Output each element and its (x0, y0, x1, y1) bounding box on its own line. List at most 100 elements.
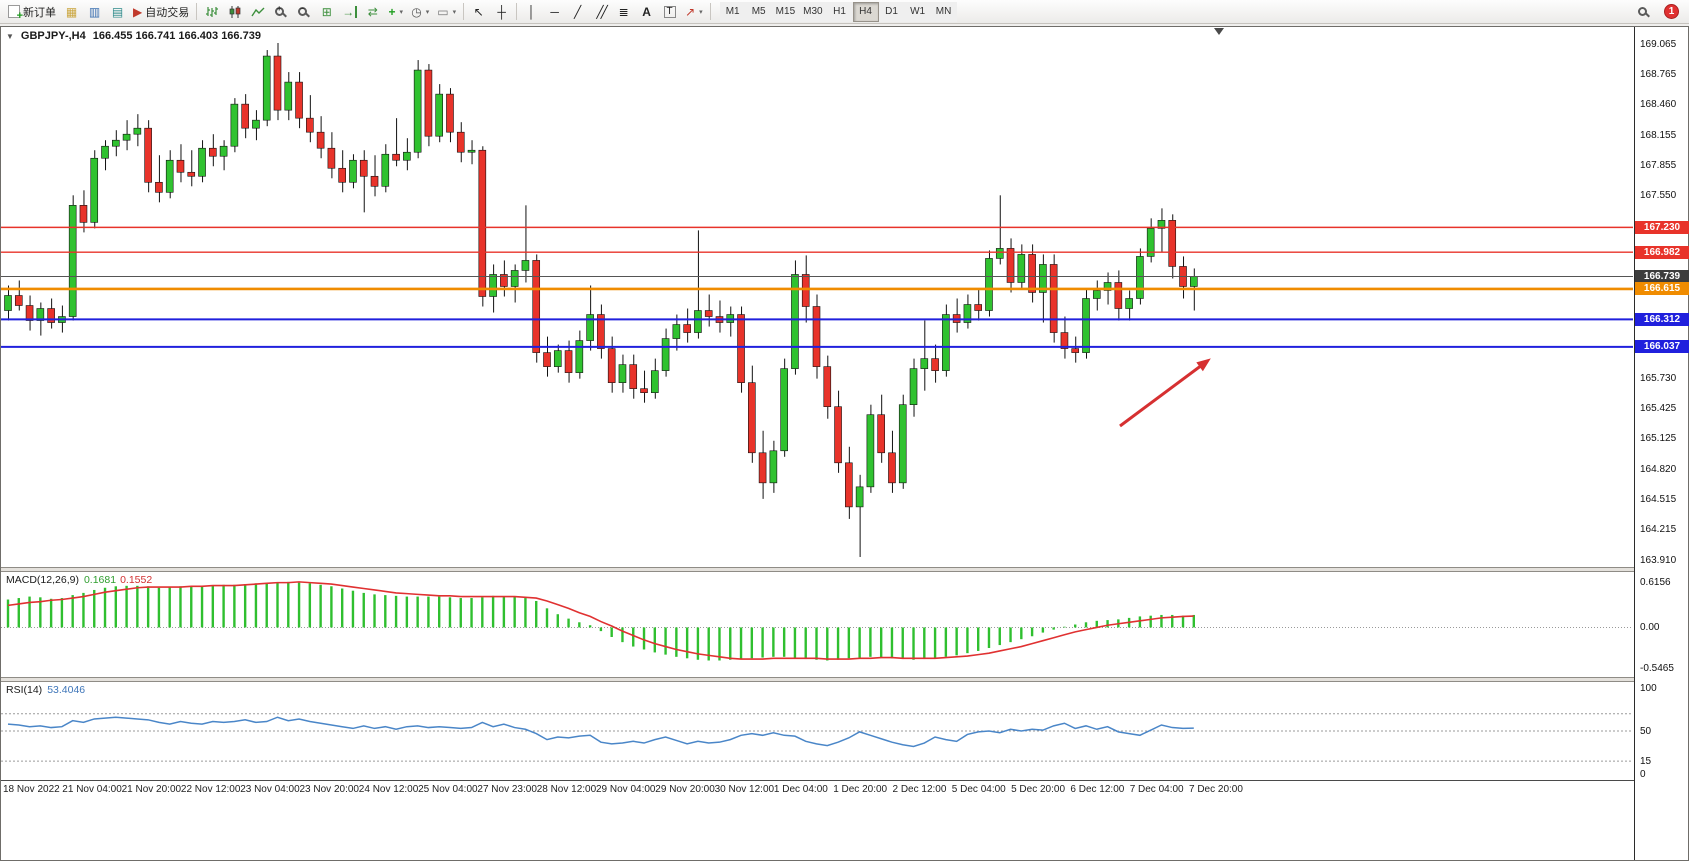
text-label-button[interactable]: T (658, 1, 681, 22)
candle-down (209, 147, 217, 157)
zoom-in-button[interactable]: + (269, 1, 292, 22)
candle-up (995, 248, 1004, 259)
trend-arrow-head[interactable] (1196, 358, 1211, 372)
chart-shift-button[interactable]: ⇄ (361, 1, 384, 22)
time-axis-label: 23 Nov 04:00 (240, 784, 300, 795)
main-toolbar: 新订单 ▦ ▥ ▤ ▶ 自动交易 + − ⊞ → ⇄ +▾ ◷▾ ▭▾ ↖ ┼ … (0, 0, 1689, 24)
timeframe-button-M15[interactable]: M15 (771, 1, 800, 22)
price-pane[interactable]: ▼ GBPJPY-,H4 166.455 166.741 166.403 166… (1, 27, 1633, 567)
candle-up (575, 340, 584, 373)
fibonacci-icon: ≣ (618, 4, 629, 19)
time-axis-label: 18 Nov 2022 (3, 784, 60, 795)
axis-label: 168.460 (1640, 99, 1677, 111)
candle-up (521, 260, 530, 271)
candle-down (532, 260, 541, 353)
time-axis[interactable]: 18 Nov 2022 21 Nov 04:00 21 Nov 20:00 22 No… (1, 781, 1633, 799)
candle-up (112, 139, 120, 147)
bar-chart-button[interactable] (200, 1, 223, 22)
axis-label: 0.00 (1640, 622, 1660, 634)
candle-up (586, 314, 594, 341)
timeframe-button-MN[interactable]: MN (930, 1, 957, 22)
fibonacci-button[interactable]: ≣ (612, 1, 635, 22)
channel-button[interactable]: ╱╱ (589, 1, 612, 22)
trendline-button[interactable]: ╱ (566, 1, 589, 22)
zoom-out-button[interactable]: − (292, 1, 315, 22)
time-axis-label: 30 Nov 12:00 (714, 784, 775, 795)
axis-label: 165.125 (1640, 433, 1677, 445)
timeframe-button-W1[interactable]: W1 (904, 1, 931, 22)
symbol-timeframe-label: GBPJPY-,H4 (20, 30, 86, 42)
timeframe-button-D1[interactable]: D1 (878, 1, 905, 22)
candle-up (1082, 298, 1090, 353)
macd-signal-value: 0.1552 (120, 574, 153, 586)
market-watch-button[interactable]: ▥ (83, 1, 106, 22)
indicators-button[interactable]: + ▾ (384, 1, 407, 22)
toolbar-right: 1 (1632, 1, 1685, 22)
candle-up (489, 274, 497, 297)
time-axis-label: 23 Nov 20:00 (299, 784, 360, 795)
axis-label: 0.6156 (1640, 577, 1671, 589)
chart-title: ▼ GBPJPY-,H4 166.455 166.741 166.403 166… (6, 30, 261, 42)
text-label-icon: T (663, 5, 676, 18)
candle-up (230, 103, 239, 147)
one-click-trading-arrow-icon[interactable]: ▼ (6, 31, 14, 41)
cursor-button[interactable]: ↖ (467, 1, 490, 22)
tile-windows-button[interactable]: ⊞ (315, 1, 338, 22)
candlestick-chart[interactable] (1, 27, 1633, 567)
dropdown-caret-icon: ▾ (425, 8, 430, 16)
zoom-out-icon: − (297, 5, 307, 16)
candle-up (122, 133, 131, 141)
line-chart-button[interactable] (246, 1, 269, 22)
candle-down (14, 295, 23, 306)
time-axis-label: 1 Dec 04:00 (773, 784, 828, 795)
notifications-badge[interactable]: 1 (1664, 4, 1679, 19)
search-button[interactable] (1632, 1, 1655, 22)
autotrading-button[interactable]: ▶ 自动交易 (129, 1, 193, 22)
data-window-button[interactable]: ▤ (106, 1, 129, 22)
candlestick-chart-icon (229, 5, 241, 18)
macd-signal-line (7, 581, 1194, 660)
timeframe-button-M5[interactable]: M5 (745, 1, 772, 22)
pane-divider[interactable] (1, 677, 1688, 682)
macd-chart[interactable] (1, 572, 1633, 677)
candle-down (748, 382, 756, 454)
rsi-pane[interactable]: RSI(14) 53.4046 (1, 682, 1633, 780)
auto-scroll-button[interactable]: → (338, 1, 361, 22)
ohlc-values: 166.455 166.741 166.403 166.739 (92, 30, 261, 42)
periods-button[interactable]: ◷ ▾ (407, 1, 433, 22)
vertical-line-button[interactable]: │ (520, 1, 543, 22)
timeframe-button-M30[interactable]: M30 (799, 1, 827, 22)
axis-label: 165.730 (1640, 372, 1677, 384)
chart-shift-icon: ⇄ (367, 4, 378, 19)
candle-up (898, 404, 907, 484)
templates-button[interactable]: ▭ ▾ (433, 1, 460, 22)
chart-shift-marker-icon[interactable] (1214, 28, 1224, 35)
cursor-icon: ↖ (473, 4, 484, 19)
crosshair-icon: ┼ (497, 4, 506, 19)
candle-down (500, 274, 508, 287)
candle-down (931, 358, 939, 371)
candlestick-chart-button[interactable] (223, 1, 246, 22)
candle-up (650, 370, 659, 393)
horizontal-line-button[interactable]: ─ (543, 1, 566, 22)
crosshair-button[interactable]: ┼ (490, 1, 513, 22)
arrows-tool-button[interactable]: ↗ ▾ (681, 1, 707, 22)
time-axis-label: 21 Nov 04:00 (62, 784, 122, 795)
timeframe-button-H1[interactable]: H1 (826, 1, 853, 22)
candle-up (381, 153, 390, 187)
timeframe-button-H4[interactable]: H4 (852, 1, 879, 22)
zoom-in-icon: + (274, 5, 284, 16)
new-chart-button[interactable]: ▦ (60, 1, 83, 22)
rsi-chart[interactable] (1, 682, 1633, 780)
macd-pane[interactable]: MACD(12,26,9) 0.1681 0.1552 (1, 572, 1633, 677)
new-order-button[interactable]: 新订单 (4, 1, 60, 22)
candle-down (877, 414, 885, 454)
price-axis[interactable]: 169.065 168.765 168.460 168.155 167.855 167.5… (1634, 27, 1689, 860)
text-button[interactable]: A (635, 1, 658, 22)
candle-down (823, 366, 832, 408)
candle-up (553, 350, 562, 367)
trend-arrow-line[interactable] (1119, 363, 1203, 428)
timeframe-button-M1[interactable]: M1 (719, 1, 746, 22)
pane-divider[interactable] (1, 567, 1688, 572)
candle-down (1168, 220, 1177, 267)
